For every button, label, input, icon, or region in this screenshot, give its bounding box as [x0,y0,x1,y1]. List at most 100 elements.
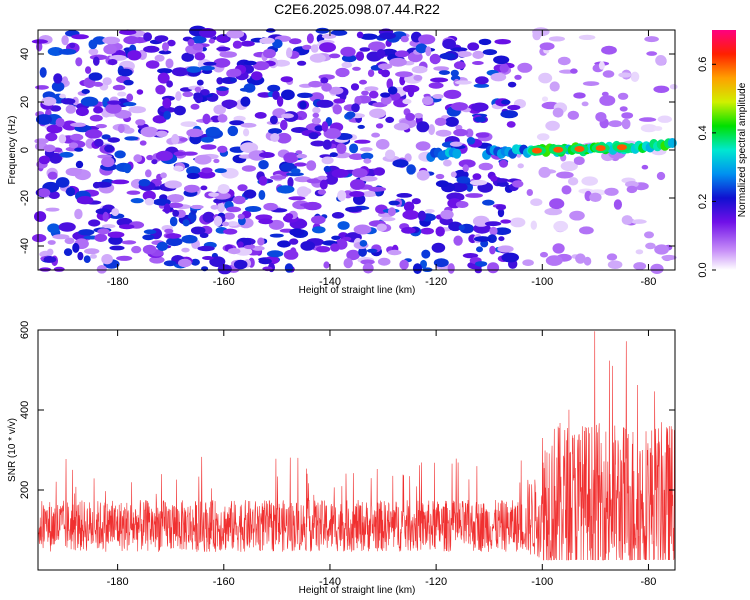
spectrogram-cell [151,159,158,165]
spectrogram-cell [232,40,242,49]
spectrogram-cell [321,82,332,92]
spectrogram-cell [216,36,229,42]
spectrogram-cell [217,264,232,275]
spectrogram-cell [473,236,492,242]
spectrogram-cell [190,258,200,266]
spectrogram-cell [400,35,409,43]
spectrogram-x-tick-label: -100 [531,276,553,288]
spectrogram-cell [216,86,229,91]
spectrogram-cell [68,142,79,149]
spectrogram-cell [387,207,396,217]
spectrogram-cell [269,233,284,238]
spectrogram-cell [157,72,170,84]
spectrogram-cell [416,170,430,181]
spectrogram-cell [171,67,189,77]
spectrogram-cell [47,171,58,180]
spectrogram-cell [259,152,275,158]
spectrogram-cell [167,194,184,203]
spectrogram-cell [202,211,215,223]
spectrogram-cell [353,224,372,235]
spectrogram-cell [58,222,76,232]
spectrogram-cell [165,233,182,239]
spectrogram-cell [157,68,173,74]
spectrogram-cell [498,236,505,242]
spectrogram-cell [630,219,647,224]
spectrogram-cell [376,49,386,59]
spectrogram-cell [316,99,334,108]
spectrogram-cell [190,103,200,110]
spectrogram-cell [34,211,47,222]
spectrogram-cell [52,234,70,240]
spectrogram-cell [403,201,415,212]
spectrogram-cell [625,181,639,188]
spectrogram-cell [194,52,206,61]
spectrogram-cell [399,75,406,86]
spectrogram-cell [83,255,91,263]
spectrogram-cell [276,185,295,194]
spectrogram-peak [616,144,627,151]
spectrogram-cell [380,95,392,105]
spectrogram-cell [368,90,379,99]
spectrogram-x-tick-label: -140 [319,276,341,288]
spectrogram-x-tick-label: -120 [425,276,447,288]
spectrogram-cell [145,169,152,178]
spectrogram-cell [438,70,450,75]
spectrogram-cell [333,98,346,104]
spectrogram-cell [192,43,204,51]
spectrogram-cell [429,53,441,65]
spectrogram-cell [93,106,104,114]
spectrogram-cell [142,190,156,201]
spectrogram-cell [557,56,571,66]
spectrogram-cell [328,53,341,59]
spectrogram-cell [58,134,67,144]
spectrogram-cell [139,140,147,146]
spectrogram-cell [407,86,415,98]
spectrogram-cell [173,165,184,172]
spectrogram-cell [38,155,51,165]
chart-title: C2E6.2025.098.07.44.R22 [274,1,440,17]
spectrogram-cell [306,160,317,171]
spectrogram-cell [111,208,120,217]
snr-frame [37,329,676,571]
spectrogram-cell [541,96,549,102]
spectrogram-cell [88,219,101,227]
spectrogram-cell [433,258,449,268]
spectrogram-cell [123,102,137,107]
spectrogram-cell [201,167,213,174]
spectrogram-cell [343,258,353,269]
spectrogram-cell [107,231,125,238]
spectrogram-cell [226,29,245,39]
spectrogram-cell [270,133,280,142]
spectrogram-cell [103,44,117,55]
spectrogram-cell [196,79,204,86]
spectrogram-cell [266,250,284,258]
spectrogram-cell [312,106,321,114]
spectrogram-cell [458,159,476,168]
spectrogram-cell [490,175,498,182]
spectrogram-cell [69,42,76,49]
spectrogram-cell [297,60,307,66]
spectrogram-cell [507,104,521,111]
spectrogram-cell [349,143,359,154]
spectrogram-cell [93,81,103,87]
spectrogram-cell [447,263,455,274]
spectrogram-cell [84,248,100,255]
spectrogram-cell [640,124,658,133]
spectrogram-cell [209,256,226,267]
spectrogram-cell [619,106,628,112]
spectrogram-cell [497,245,514,253]
spectrogram-cell [388,200,400,206]
spectrogram-cell [117,124,125,134]
spectrogram-cell [393,122,410,131]
spectrogram-cell [360,33,378,40]
spectrogram-cell [478,162,493,171]
spectrogram-cell [465,193,483,198]
spectrogram-cell [241,165,256,172]
spectrogram-cell [233,259,248,270]
spectrogram-cell [182,219,190,227]
spectrogram-cell [144,198,155,206]
spectrogram-cell [138,179,151,187]
spectrogram-cell [213,215,223,227]
spectrogram-cell [359,175,378,182]
spectrogram-cell [92,181,101,189]
